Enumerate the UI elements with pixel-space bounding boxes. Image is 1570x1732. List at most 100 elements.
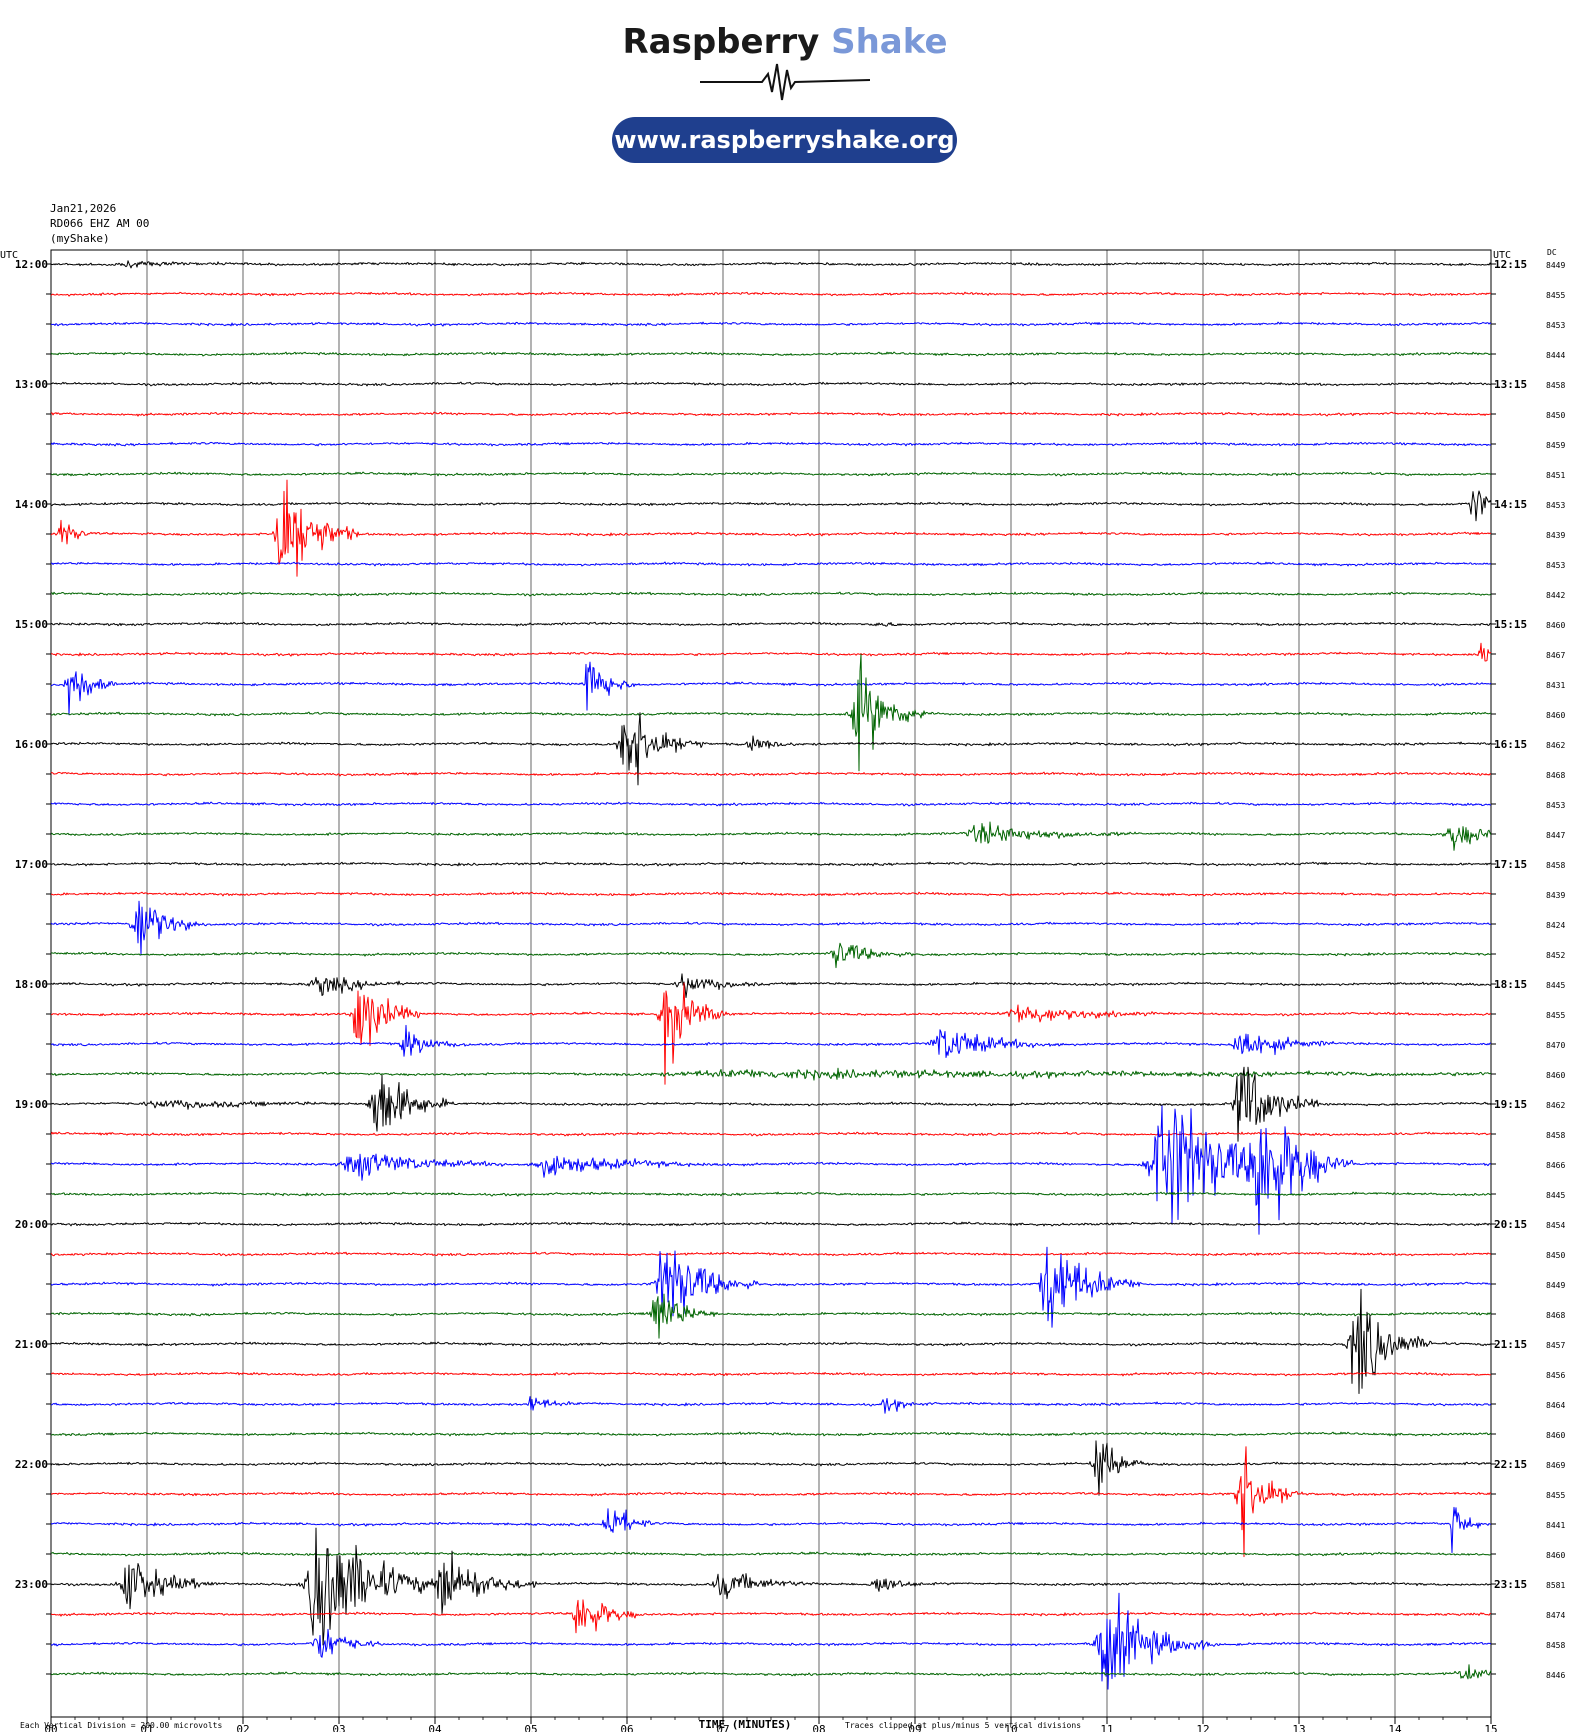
clipping-note: Traces clipped at plus/minus 5 vertical … xyxy=(845,1721,1081,1730)
trace-line xyxy=(50,1446,1492,1558)
left-hour-label: 16:00 xyxy=(15,738,48,751)
dc-value-label: 8460 xyxy=(1546,1431,1565,1440)
trace-line xyxy=(50,801,1492,807)
trace-line xyxy=(50,411,1492,417)
website-link[interactable]: www.raspberryshake.org xyxy=(612,117,957,163)
left-hour-label: 20:00 xyxy=(15,1218,48,1231)
x-tick-label: 14 xyxy=(1388,1723,1402,1732)
trace-line xyxy=(50,1371,1492,1377)
x-tick-label: 08 xyxy=(812,1723,825,1732)
trace-line xyxy=(50,591,1492,597)
trace-line xyxy=(50,1440,1492,1496)
trace-line xyxy=(50,642,1492,662)
dc-value-label: 8455 xyxy=(1546,1491,1565,1500)
x-tick-label: 06 xyxy=(620,1723,633,1732)
trace-line xyxy=(50,1066,1492,1142)
dc-value-label: 8456 xyxy=(1546,1371,1565,1380)
dc-value-label: 8452 xyxy=(1546,951,1565,960)
dc-value-label: 8450 xyxy=(1546,411,1565,420)
station-code: RD066 EHZ AM 00 xyxy=(50,217,150,230)
dc-value-label: 8444 xyxy=(1546,351,1565,360)
logo-title: Raspberry Shake xyxy=(0,22,1570,62)
right-time-label: 16:15 xyxy=(1494,738,1527,751)
dc-value-label: 8458 xyxy=(1546,1641,1565,1650)
x-tick-label: 15 xyxy=(1484,1723,1497,1732)
dc-value-label: 8447 xyxy=(1546,831,1565,840)
trace-line xyxy=(50,621,1492,627)
dc-value-label: 8460 xyxy=(1546,711,1565,720)
dc-value-label: 8453 xyxy=(1546,801,1565,810)
raspberry-shake-logo: Raspberry Shake www.raspberryshake.org xyxy=(0,0,1570,180)
dc-value-label: 8467 xyxy=(1546,651,1565,660)
x-tick-label: 04 xyxy=(428,1723,442,1732)
right-time-label: 22:15 xyxy=(1494,1458,1527,1471)
trace-line xyxy=(50,1664,1492,1680)
trace-line xyxy=(50,653,1492,772)
x-tick-label: 13 xyxy=(1292,1723,1305,1732)
trace-line xyxy=(50,821,1492,851)
dc-value-label: 8449 xyxy=(1546,261,1565,270)
dc-value-label: 8468 xyxy=(1546,771,1565,780)
x-tick-label: 10 xyxy=(1004,1723,1017,1732)
left-hour-label: 19:00 xyxy=(15,1098,48,1111)
left-hour-label: 23:00 xyxy=(15,1578,48,1591)
trace-line xyxy=(50,1431,1492,1437)
dc-value-label: 8464 xyxy=(1546,1401,1565,1410)
dc-value-label: 8451 xyxy=(1546,471,1565,480)
dc-value-label: 8460 xyxy=(1546,621,1565,630)
x-axis-title: TIME (MINUTES) xyxy=(699,1718,792,1731)
right-time-label: 19:15 xyxy=(1494,1098,1527,1111)
trace-line xyxy=(50,381,1492,387)
dc-value-label: 8455 xyxy=(1546,1011,1565,1020)
trace-line xyxy=(50,1251,1492,1257)
x-tick-label: 07 xyxy=(716,1723,729,1732)
trace-line xyxy=(50,661,1492,716)
trace-line xyxy=(50,1221,1491,1227)
trace-line xyxy=(50,771,1492,777)
x-tick-label: 09 xyxy=(908,1723,921,1732)
x-tick-label: 00 xyxy=(44,1723,57,1732)
trace-line xyxy=(50,260,1492,269)
chart-date: Jan21,2026 xyxy=(50,202,117,215)
trace-line xyxy=(50,712,1492,786)
dc-value-label: 8466 xyxy=(1546,1161,1565,1170)
left-hour-label: 14:00 xyxy=(15,498,48,511)
dc-value-label: 8581 xyxy=(1546,1581,1565,1590)
dc-value-label: 8458 xyxy=(1546,861,1565,870)
trace-line xyxy=(50,1293,1492,1339)
trace-line xyxy=(50,973,1492,998)
dc-value-label: 8445 xyxy=(1546,981,1565,990)
dc-value-label: 8449 xyxy=(1546,1281,1565,1290)
dc-value-label: 8450 xyxy=(1546,1251,1565,1260)
dc-value-label: 8462 xyxy=(1546,741,1565,750)
trace-line xyxy=(50,1551,1492,1557)
trace-line xyxy=(50,1592,1492,1690)
x-tick-label: 05 xyxy=(524,1723,537,1732)
trace-line xyxy=(50,441,1492,447)
logo-word-shake: Shake xyxy=(831,22,948,62)
trace-line xyxy=(50,1246,1492,1328)
dc-value-label: 8458 xyxy=(1546,1131,1565,1140)
dc-value-label: 8454 xyxy=(1546,1221,1565,1230)
x-tick-label: 12 xyxy=(1196,1723,1209,1732)
dc-value-label: 8462 xyxy=(1546,1101,1565,1110)
trace-line xyxy=(51,1191,1492,1197)
left-hour-label: 15:00 xyxy=(15,618,48,631)
dc-value-label: 8439 xyxy=(1546,891,1565,900)
trace-line xyxy=(50,1105,1492,1235)
trace-line xyxy=(51,321,1492,327)
dc-value-label: 8453 xyxy=(1546,561,1565,570)
trace-line xyxy=(50,291,1491,297)
dc-value-label: 8457 xyxy=(1546,1341,1565,1350)
dc-value-label: 8469 xyxy=(1546,1461,1565,1470)
dc-value-label: 8460 xyxy=(1546,1071,1565,1080)
trace-line xyxy=(50,861,1491,867)
trace-line xyxy=(50,351,1492,357)
right-time-label: 12:15 xyxy=(1494,258,1527,271)
left-hour-label: 13:00 xyxy=(15,378,48,391)
right-time-label: 18:15 xyxy=(1494,978,1527,991)
right-time-label: 14:15 xyxy=(1494,498,1527,511)
trace-line xyxy=(50,1599,1492,1634)
trace-line xyxy=(50,1288,1492,1394)
